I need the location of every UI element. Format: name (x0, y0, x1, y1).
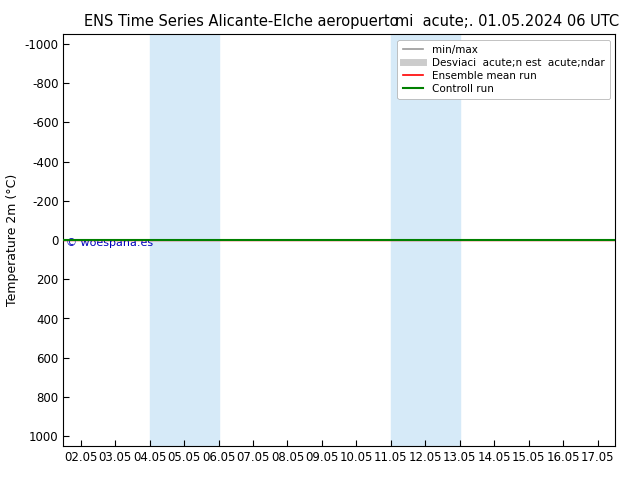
Y-axis label: Temperature 2m (°C): Temperature 2m (°C) (6, 174, 19, 306)
Text: ENS Time Series Alicante-Elche aeropuerto: ENS Time Series Alicante-Elche aeropuert… (84, 14, 398, 29)
Text: mi  acute;. 01.05.2024 06 UTC: mi acute;. 01.05.2024 06 UTC (395, 14, 619, 29)
Bar (150, 34, 219, 446)
Bar (391, 34, 460, 446)
Text: © woespana.es: © woespana.es (66, 238, 153, 248)
Legend: min/max, Desviaci  acute;n est  acute;ndar, Ensemble mean run, Controll run: min/max, Desviaci acute;n est acute;ndar… (398, 40, 610, 99)
